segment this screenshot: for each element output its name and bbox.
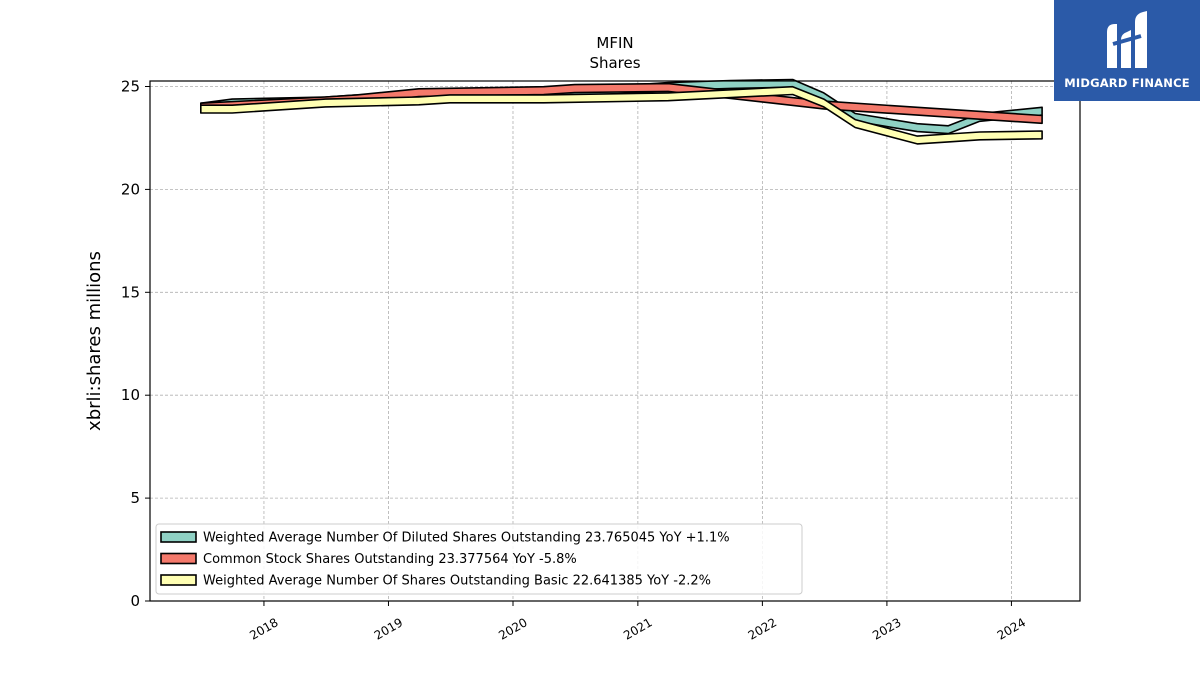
- grid-lines: [150, 81, 1080, 601]
- legend-entry: Weighted Average Number Of Diluted Share…: [203, 531, 730, 546]
- legend-swatch: [160, 552, 197, 565]
- x-tick-label: 2019: [372, 615, 405, 642]
- logo-mark-icon: [1107, 11, 1147, 68]
- legend-swatch: [160, 531, 197, 543]
- chart-subtitle: Shares: [589, 54, 640, 72]
- x-tick-label: 2024: [995, 615, 1028, 642]
- legend-swatch: [160, 574, 197, 586]
- legend-frame: [155, 523, 803, 595]
- legend-entry: Weighted Average Number Of Shares Outsta…: [203, 574, 711, 589]
- y-tick-label: 25: [121, 78, 140, 96]
- y-tick-label: 15: [121, 283, 140, 301]
- y-tick-label: 0: [130, 592, 140, 610]
- logo-text: MIDGARD FINANCE: [1064, 76, 1190, 90]
- y-tick-label: 5: [130, 489, 140, 507]
- chart-title: MFIN: [596, 34, 633, 52]
- y-axis: 0 5 10 15 20 25: [121, 78, 150, 610]
- x-axis: 2018 2019 2020 2021 2022 2023 2024: [247, 601, 1028, 643]
- x-tick-label: 2021: [621, 615, 654, 642]
- series-band-3: [200, 85, 1043, 145]
- x-tick-label: 2022: [746, 615, 779, 642]
- legend-entry: Common Stock Shares Outstanding 23.37756…: [203, 552, 577, 567]
- x-tick-label: 2018: [247, 615, 280, 642]
- series-areas: [200, 78, 1043, 145]
- y-axis-label: xbrli:shares millions: [84, 251, 105, 431]
- x-tick-label: 2023: [870, 615, 903, 642]
- plot-frame: [149, 80, 1081, 602]
- midgard-finance-logo: MIDGARD FINANCE: [1054, 0, 1200, 101]
- y-tick-label: 10: [121, 386, 140, 404]
- x-tick-label: 2020: [496, 615, 529, 642]
- y-tick-label: 20: [121, 180, 140, 198]
- legend: Weighted Average Number Of Diluted Share…: [155, 523, 803, 595]
